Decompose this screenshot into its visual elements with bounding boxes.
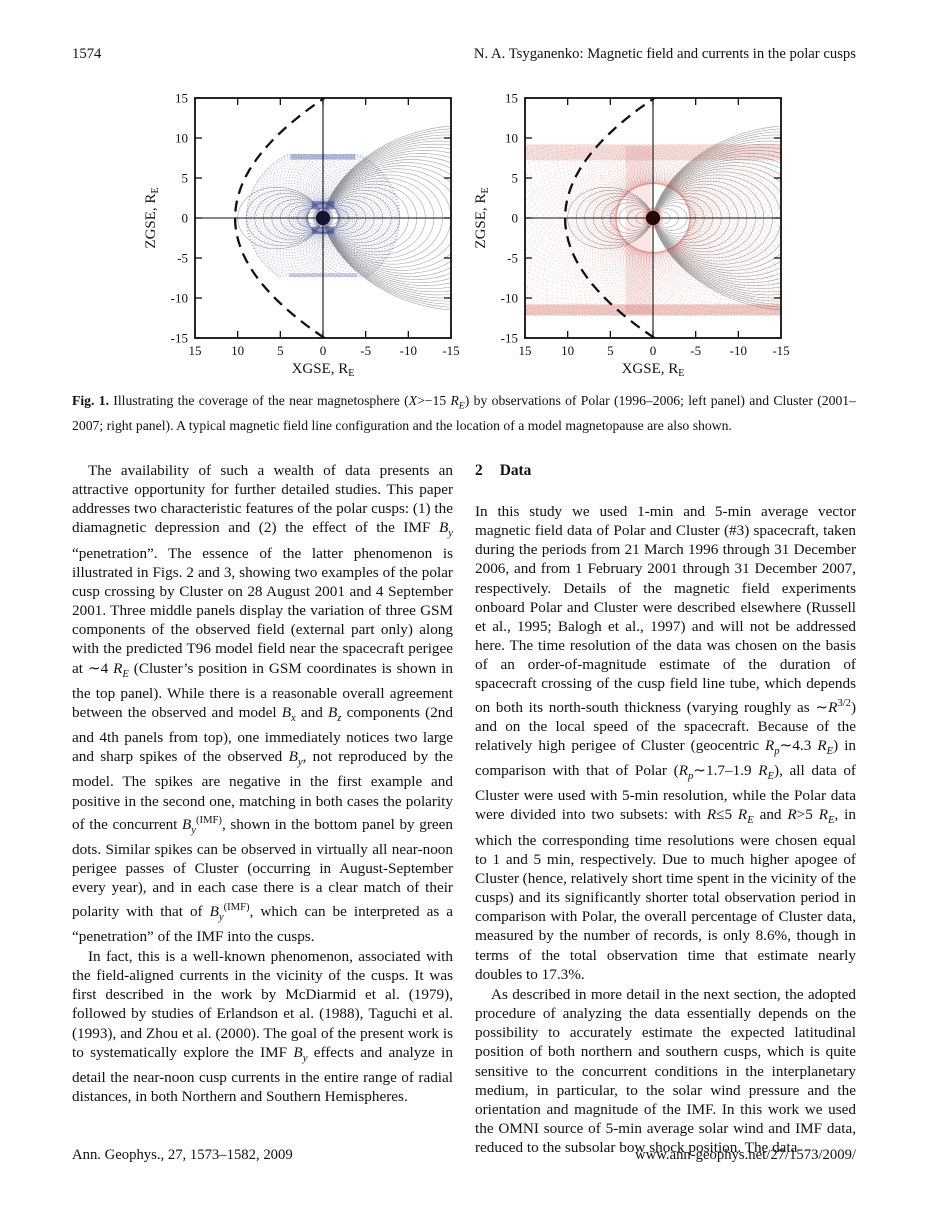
svg-text:0: 0 <box>649 343 656 358</box>
body-columns: The availability of such a wealth of dat… <box>72 461 856 1157</box>
right-column: 2 Data In this study we used 1-min and 5-… <box>475 461 856 1157</box>
svg-text:0: 0 <box>319 343 326 358</box>
section-number: 2 <box>475 462 483 479</box>
svg-text:-10: -10 <box>500 291 517 306</box>
y-axis-label: ZGSE, RE <box>143 187 161 248</box>
figure-1: 15 10 5 0 -5 -10 -15 15 10 5 0 -5 -10 -15 XGSE, RE ZGSE… <box>0 88 925 395</box>
svg-text:0: 0 <box>511 211 518 226</box>
svg-text:-5: -5 <box>360 343 371 358</box>
paragraph: The availability of such a wealth of dat… <box>72 462 453 945</box>
svg-text:-5: -5 <box>507 251 518 266</box>
svg-text:-15: -15 <box>170 331 187 346</box>
svg-text:5: 5 <box>181 171 188 186</box>
footer-url: www.ann-geophys.net/27/1573/2009/ <box>635 1147 856 1163</box>
figure-panel-polar: 15 10 5 0 -5 -10 -15 15 10 5 0 -5 -10 -15 XGSE, RE ZGSE… <box>133 88 463 395</box>
svg-text:-15: -15 <box>500 331 517 346</box>
x-axis-label: XGSE, RE <box>291 361 354 379</box>
svg-text:15: 15 <box>188 343 201 358</box>
svg-text:-10: -10 <box>399 343 416 358</box>
svg-text:10: 10 <box>175 131 188 146</box>
svg-text:15: 15 <box>505 91 518 106</box>
figure-panel-cluster: 15 10 5 0 -5 -10 -15 15 10 5 0 -5 -10 -15 XGSE, RE ZGSE… <box>463 88 793 395</box>
svg-text:-5: -5 <box>177 251 188 266</box>
axis-ticks <box>523 97 782 339</box>
svg-text:10: 10 <box>231 343 244 358</box>
running-title: N. A. Tsyganenko: Magnetic field and cur… <box>473 46 856 62</box>
earth-dot <box>645 210 660 226</box>
svg-text:5: 5 <box>607 343 614 358</box>
left-column: The availability of such a wealth of dat… <box>72 461 453 1157</box>
section-heading-data: 2 Data <box>475 462 856 480</box>
x-axis-label: XGSE, RE <box>621 361 684 379</box>
svg-text:10: 10 <box>505 131 518 146</box>
magnetopause-curve <box>563 98 655 338</box>
orbit-cloud <box>524 144 781 316</box>
svg-text:5: 5 <box>277 343 284 358</box>
svg-text:-10: -10 <box>729 343 746 358</box>
page-header: 1574 N. A. Tsyganenko: Magnetic field an… <box>72 46 856 63</box>
magnetopause-curve <box>233 98 325 338</box>
figure-1-caption: Fig. 1. Illustrating the coverage of the… <box>72 393 856 433</box>
svg-text:10: 10 <box>561 343 574 358</box>
svg-text:-15: -15 <box>772 343 789 358</box>
svg-text:0: 0 <box>181 211 188 226</box>
svg-text:15: 15 <box>518 343 531 358</box>
axis-ticks <box>193 97 452 339</box>
svg-text:5: 5 <box>511 171 518 186</box>
paragraph: As described in more detail in the next … <box>475 985 856 1157</box>
earth-dot <box>315 210 330 226</box>
section-title: Data <box>499 462 532 479</box>
paragraph: In this study we used 1-min and 5-min av… <box>475 503 857 983</box>
svg-text:-15: -15 <box>442 343 459 358</box>
paragraph: In fact, this is a well-known phenomenon… <box>72 947 453 1106</box>
svg-text:-10: -10 <box>170 291 187 306</box>
svg-text:15: 15 <box>175 91 188 106</box>
page-footer: Ann. Geophys., 27, 1573–1582, 2009 www.a… <box>72 1147 856 1164</box>
svg-text:-5: -5 <box>690 343 701 358</box>
y-axis-label: ZGSE, RE <box>473 187 491 248</box>
page-number: 1574 <box>72 46 102 62</box>
footer-citation: Ann. Geophys., 27, 1573–1582, 2009 <box>72 1147 293 1163</box>
